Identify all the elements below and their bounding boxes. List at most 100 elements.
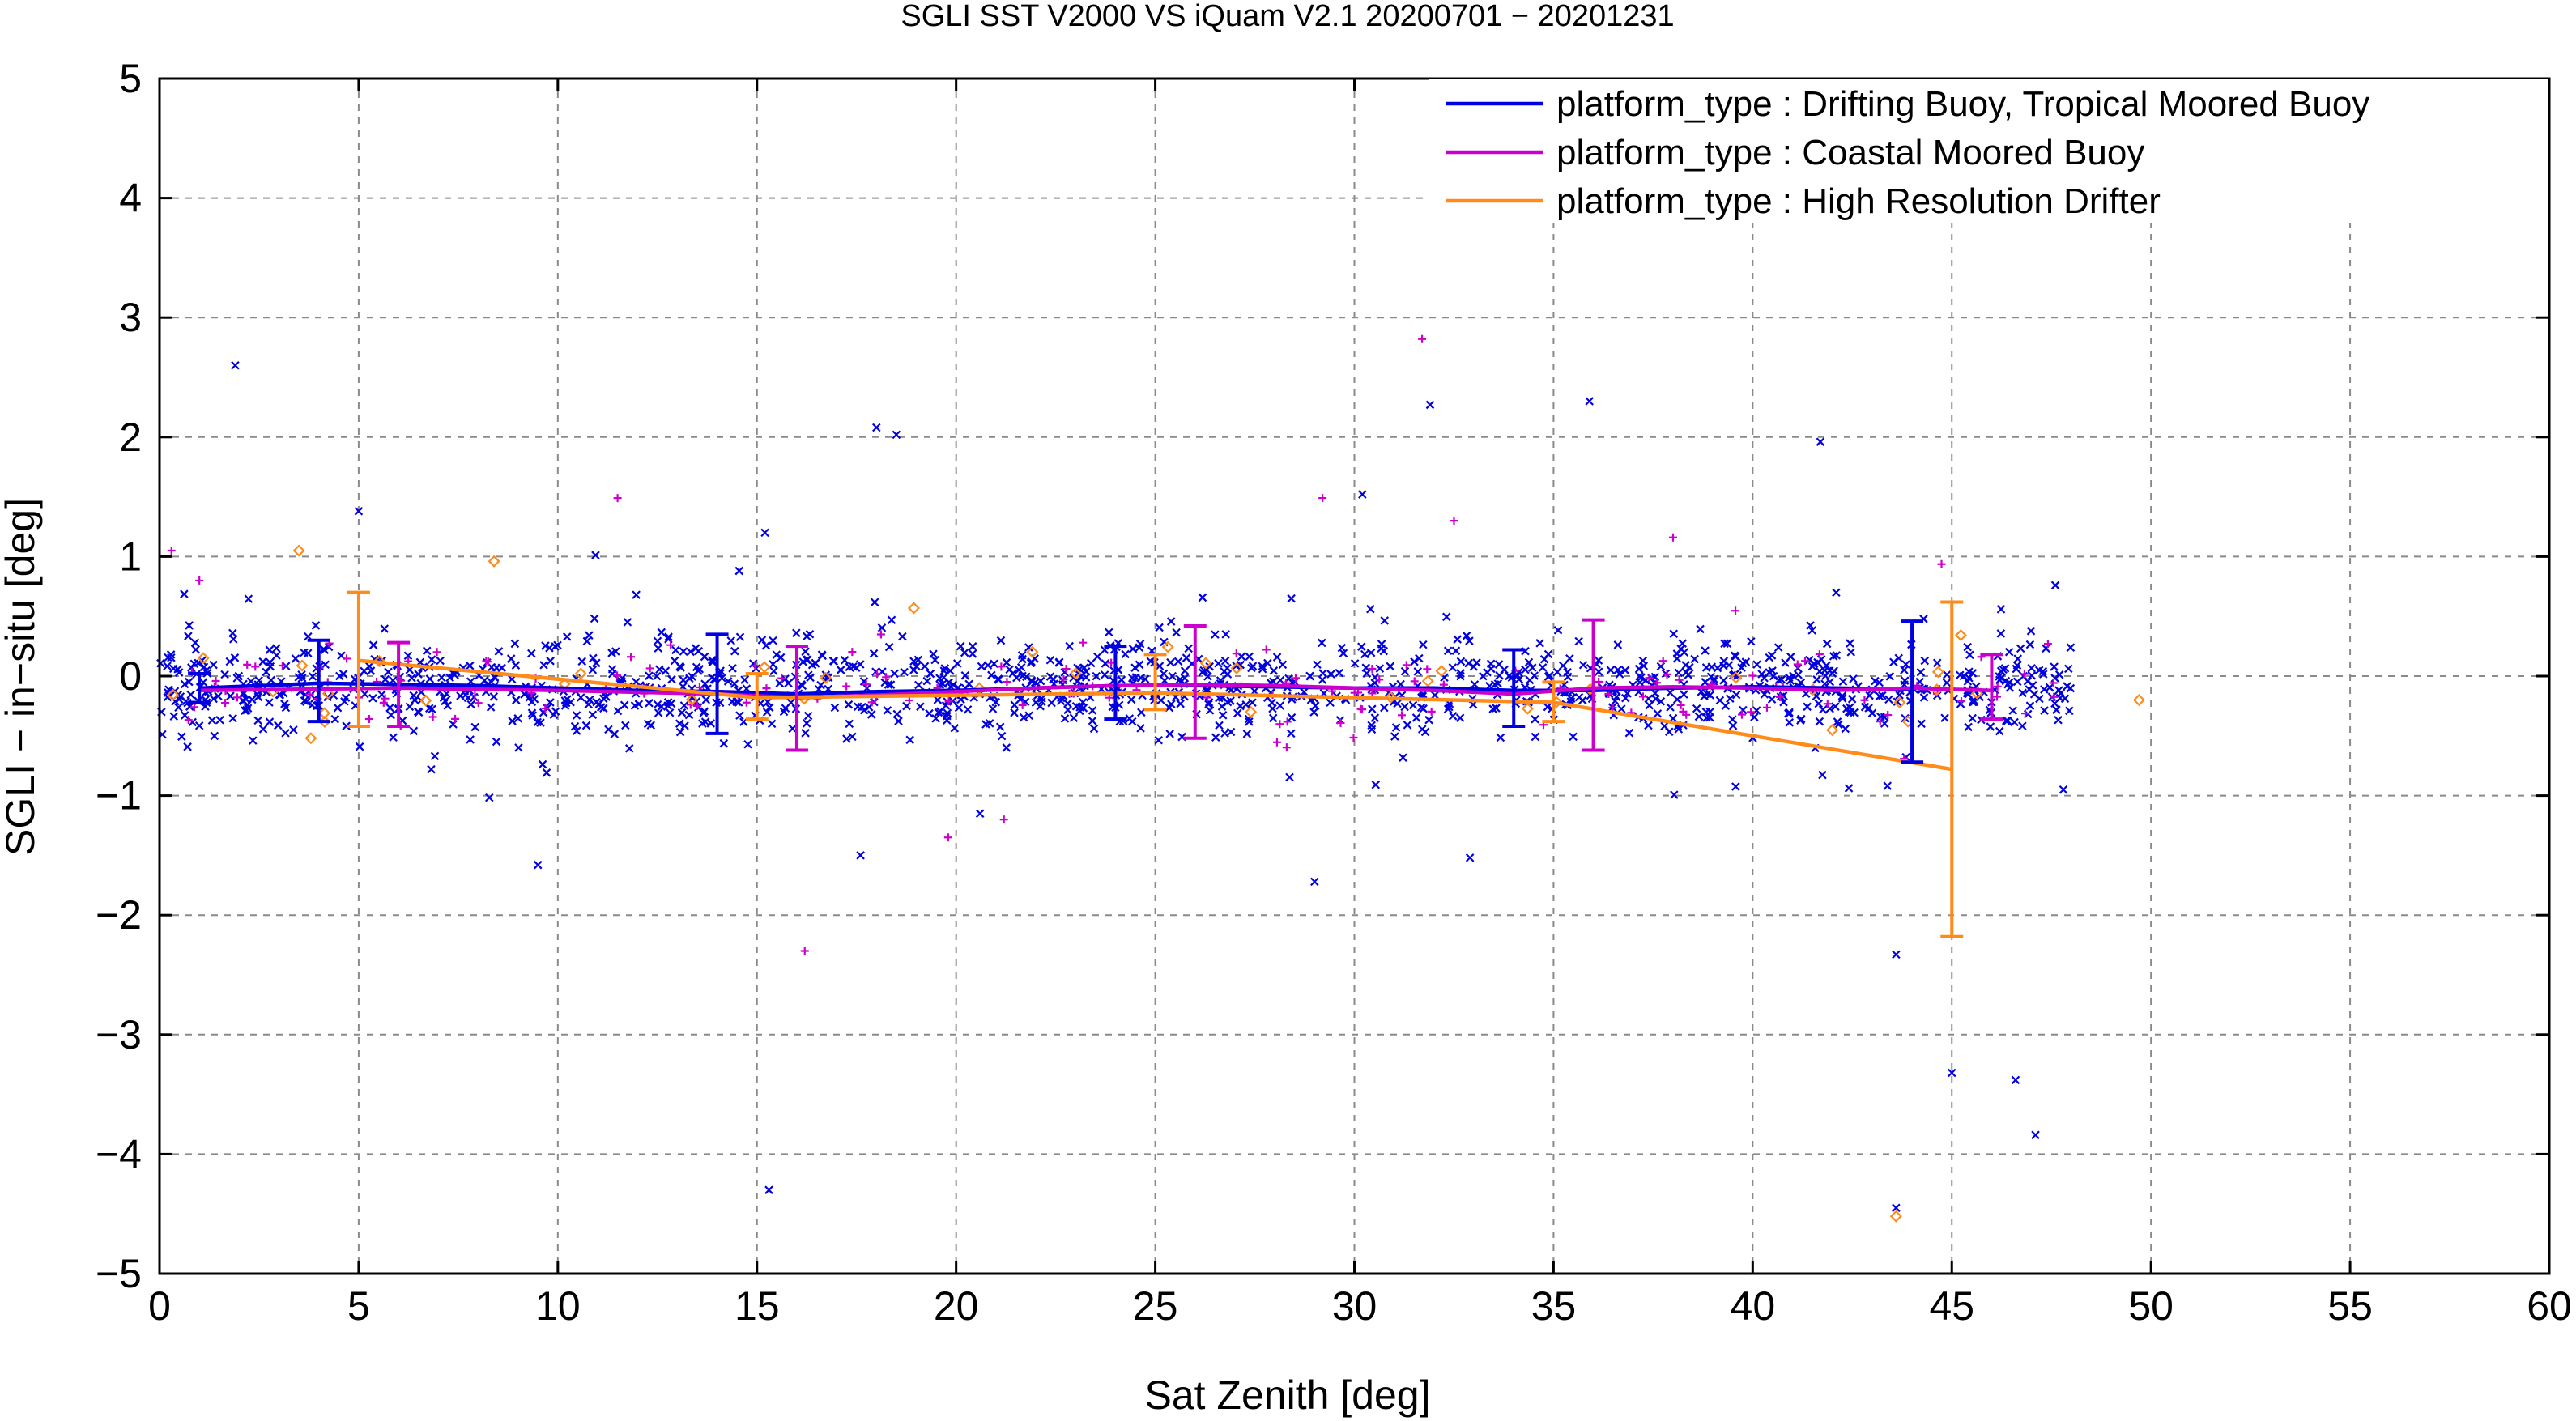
data-point	[541, 704, 550, 713]
data-point	[1002, 657, 1011, 667]
data-point	[792, 628, 801, 638]
data-point	[887, 615, 896, 625]
data-point	[1456, 671, 1465, 681]
data-point	[1045, 672, 1055, 681]
data-point	[1455, 713, 1465, 722]
data-point	[1435, 665, 1448, 678]
data-point	[1236, 701, 1245, 711]
data-point	[1917, 719, 1926, 729]
data-point	[570, 721, 580, 731]
data-point	[1731, 782, 1740, 791]
data-point	[943, 708, 952, 718]
data-point	[873, 670, 882, 679]
data-point	[1247, 663, 1256, 673]
data-point	[497, 663, 506, 673]
data-point	[1563, 672, 1573, 682]
data-point	[1081, 667, 1091, 676]
data-point	[632, 590, 641, 599]
data-point	[1286, 729, 1296, 738]
data-point	[1375, 664, 1385, 673]
data-point	[486, 703, 496, 712]
data-point	[730, 646, 739, 656]
data-point	[866, 710, 876, 719]
data-point	[1807, 662, 1817, 671]
data-point	[1054, 657, 1064, 666]
data-point	[226, 691, 235, 700]
data-point	[427, 655, 436, 664]
data-point	[1651, 694, 1660, 704]
data-point	[719, 738, 729, 748]
data-point	[1285, 772, 1294, 782]
data-point	[1069, 673, 1078, 683]
data-point	[214, 691, 223, 701]
data-point	[576, 693, 585, 702]
data-point	[249, 736, 258, 745]
data-point	[708, 657, 717, 666]
data-point	[2018, 688, 2027, 698]
data-point	[988, 704, 998, 713]
data-point	[1822, 661, 1831, 670]
data-point	[1954, 628, 1967, 642]
data-point	[991, 697, 1001, 707]
data-point	[1060, 668, 1069, 677]
data-point	[1136, 674, 1146, 683]
data-point	[701, 695, 711, 704]
data-point	[211, 677, 220, 686]
data-point	[1900, 666, 1909, 674]
x-tick-label: 45	[1929, 1283, 1974, 1329]
data-point	[956, 641, 965, 651]
data-point	[210, 731, 219, 741]
data-point	[1427, 707, 1436, 716]
data-point	[1670, 790, 1679, 799]
data-point	[1674, 668, 1684, 678]
data-point	[364, 715, 373, 724]
x-tick-label: 0	[148, 1283, 171, 1329]
data-point	[1731, 606, 1740, 615]
x-tick-label: 30	[1332, 1283, 1377, 1329]
data-point	[405, 666, 415, 674]
data-point	[1086, 658, 1096, 668]
data-point	[1521, 702, 1534, 715]
data-point	[948, 696, 957, 705]
data-point	[2040, 685, 2049, 694]
error-bar	[745, 672, 769, 721]
data-point	[489, 692, 499, 701]
data-point	[1679, 707, 1688, 716]
data-point	[1676, 700, 1685, 709]
data-point	[699, 708, 709, 717]
data-point	[914, 680, 923, 690]
data-point	[1016, 662, 1026, 672]
data-point	[1423, 665, 1432, 674]
data-point	[1675, 675, 1684, 684]
data-point	[742, 698, 751, 707]
data-point	[1752, 706, 1761, 715]
data-point	[1490, 680, 1500, 689]
data-point	[209, 694, 218, 704]
data-point	[884, 642, 894, 652]
data-point	[180, 711, 189, 720]
data-point	[1884, 711, 1893, 720]
data-point	[364, 662, 374, 671]
data-point	[385, 703, 394, 713]
data-point	[996, 636, 1006, 645]
data-point	[964, 679, 973, 689]
data-point	[990, 659, 998, 669]
data-point	[1173, 657, 1183, 666]
data-point	[1893, 696, 1906, 709]
data-point	[436, 656, 445, 666]
data-point	[2003, 716, 2012, 725]
data-point	[1705, 713, 1714, 722]
data-point	[983, 661, 993, 670]
data-point	[1841, 724, 1850, 734]
data-point	[1267, 698, 1276, 708]
data-point	[2004, 678, 2014, 687]
data-point	[1645, 674, 1654, 683]
data-point	[1399, 753, 1407, 762]
data-point	[405, 702, 415, 712]
data-point	[2055, 693, 2065, 703]
data-point	[1986, 722, 1995, 731]
x-tick-label: 60	[2527, 1283, 2572, 1329]
data-point	[1837, 694, 1847, 703]
data-point	[999, 815, 1008, 824]
data-point	[1360, 649, 1369, 659]
